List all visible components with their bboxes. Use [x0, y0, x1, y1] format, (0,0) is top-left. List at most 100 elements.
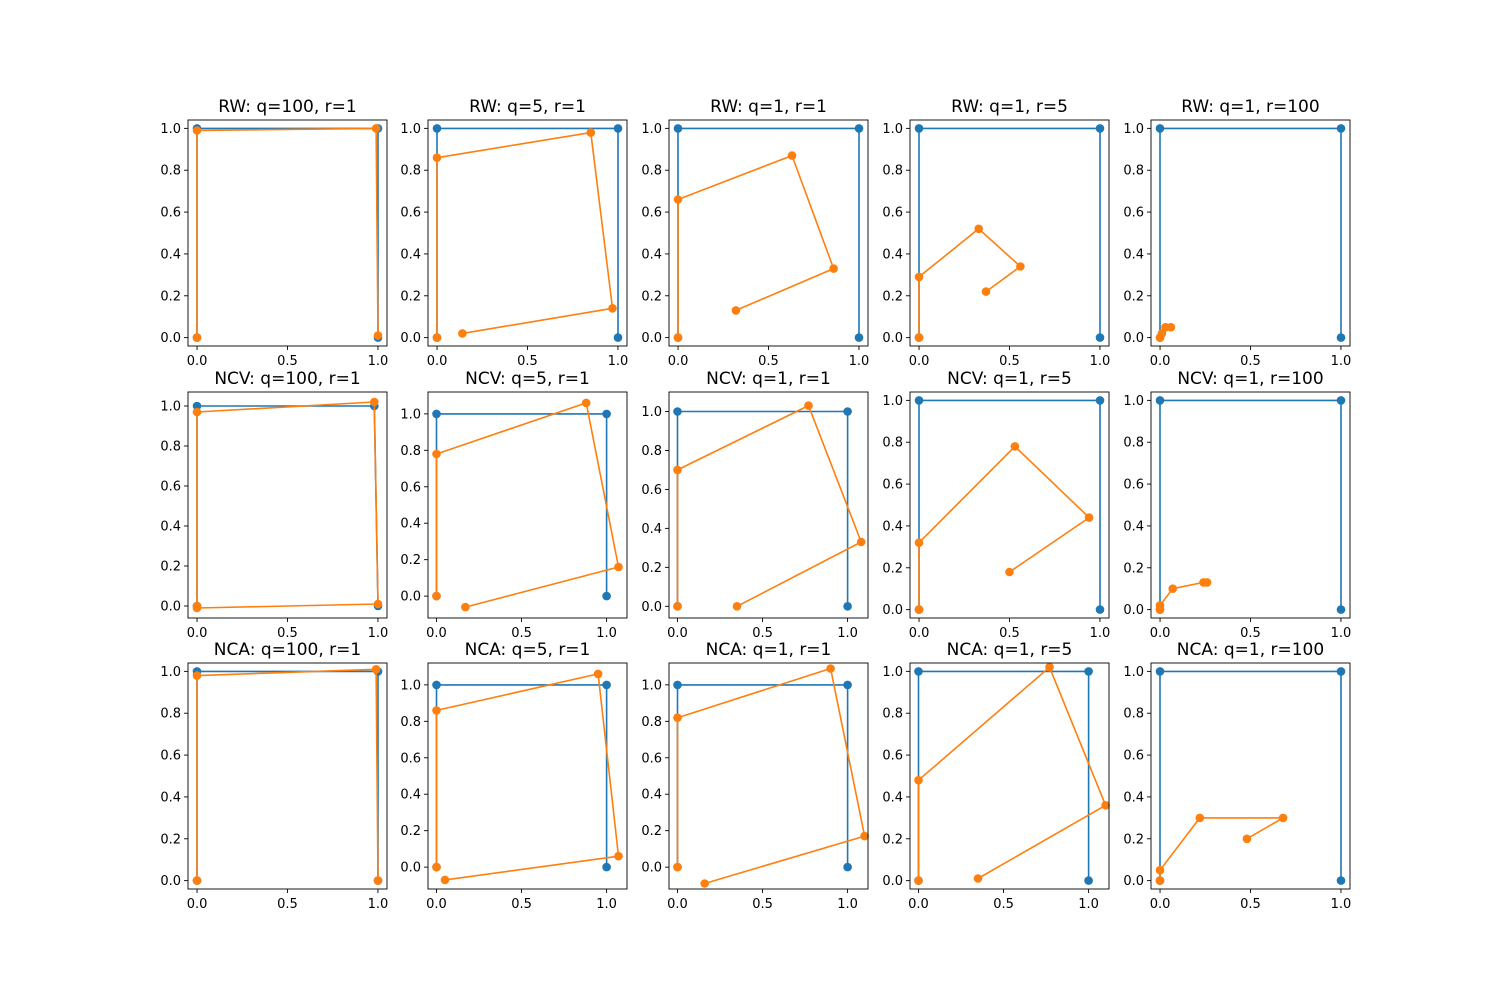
- fitted-point: [192, 876, 202, 885]
- y-tick-label: 0.8: [160, 440, 181, 455]
- subplot-1: RW: q=100, r=1 0.0 0.5 1.0 0.0 0.2 0.4 0.6 0.8 1.…: [160, 97, 388, 369]
- x-tick-label: 1.0: [1090, 354, 1111, 369]
- target-point: [914, 396, 924, 405]
- y-tick-label: 0.6: [641, 206, 662, 221]
- fitted-point: [1005, 567, 1014, 577]
- fitted-point: [581, 398, 591, 408]
- fitted-point: [673, 602, 682, 611]
- y-tick-label: 1.0: [160, 122, 181, 137]
- fitted-point: [432, 333, 442, 342]
- subplot-title: NCV: q=5, r=1: [465, 369, 590, 389]
- x-tick-label: 0.5: [517, 354, 538, 369]
- fitted-point: [1101, 801, 1110, 810]
- y-tick-label: 0.4: [400, 247, 421, 262]
- fitted-point: [1168, 584, 1177, 593]
- subplot-title: RW: q=1, r=5: [951, 97, 1068, 117]
- y-tick-label: 0.8: [882, 164, 903, 179]
- target-point: [843, 680, 852, 690]
- target-series-line: [196, 405, 379, 607]
- axes-frame: [909, 662, 1110, 890]
- y-tick-label: 0.2: [400, 824, 421, 839]
- y-tick-label: 0.0: [160, 600, 181, 615]
- y-tick-label: 0.4: [882, 247, 903, 262]
- y-tick-label: 0.4: [882, 790, 903, 805]
- x-tick-label: 0.0: [427, 354, 448, 369]
- subplot-title: NCA: q=1, r=1: [706, 640, 832, 660]
- fitted-point: [458, 329, 467, 338]
- fitted-point: [1010, 442, 1020, 451]
- y-tick-label: 0.8: [400, 444, 421, 459]
- y-tick-label: 0.4: [1123, 519, 1144, 534]
- y-tick-label: 0.2: [882, 832, 903, 847]
- y-tick-label: 0.0: [160, 331, 181, 346]
- target-point: [613, 124, 623, 133]
- y-tick-label: 0.2: [400, 553, 421, 568]
- fitted-series-line: [918, 228, 1022, 338]
- x-tick-label: 0.5: [993, 897, 1014, 912]
- y-tick-label: 0.8: [641, 444, 662, 459]
- fitted-point: [914, 876, 923, 885]
- target-point: [1095, 333, 1105, 342]
- subplot-2: RW: q=5, r=1 0.0 0.5 1.0 0.0 0.2 0.4 0.6 0.8 1.0: [400, 97, 628, 369]
- x-tick-label: 0.5: [752, 626, 773, 641]
- target-series-line: [435, 413, 608, 597]
- y-tick-label: 0.2: [160, 289, 181, 304]
- y-tick-label: 0.8: [400, 164, 421, 179]
- fitted-point: [192, 407, 202, 417]
- x-tick-label: 0.0: [426, 626, 447, 641]
- target-series-line: [196, 670, 379, 881]
- axes-frame: [1150, 391, 1351, 619]
- subplot-10: NCV: q=1, r=100 0.0 0.5 1.0 0.0 0.2 0.4 0.6 0.8 1…: [1123, 369, 1351, 641]
- y-tick-label: 0.6: [400, 206, 421, 221]
- y-tick-label: 0.6: [1123, 478, 1144, 493]
- y-tick-label: 0.2: [400, 289, 421, 304]
- fitted-point: [700, 879, 709, 888]
- fitted-point: [860, 831, 869, 841]
- fitted-point: [440, 875, 450, 885]
- target-point: [432, 409, 441, 419]
- fitted-point: [1155, 333, 1165, 342]
- y-tick-label: 0.2: [882, 561, 903, 576]
- x-tick-label: 1.0: [1078, 897, 1099, 912]
- y-tick-label: 1.0: [1123, 665, 1144, 680]
- fitted-point: [1199, 578, 1208, 587]
- subplot-4: RW: q=1, r=5 0.0 0.5 1.0 0.0 0.2 0.4 0.6 0.8 1.0: [882, 97, 1110, 369]
- y-tick-label: 0.0: [160, 874, 181, 889]
- y-tick-label: 0.0: [641, 600, 662, 615]
- fitted-point: [973, 874, 983, 883]
- y-tick-label: 0.4: [1123, 790, 1144, 805]
- y-tick-label: 0.4: [641, 522, 662, 537]
- y-tick-label: 0.8: [160, 707, 181, 722]
- target-point: [432, 124, 442, 133]
- subplot-14: NCA: q=1, r=5 0.0 0.5 1.0 0.0 0.2 0.4 0.6 0.8 1.0: [882, 640, 1110, 912]
- x-tick-label: 1.0: [1331, 897, 1352, 912]
- fitted-point: [829, 264, 838, 273]
- fitted-series-line: [196, 401, 379, 609]
- y-tick-label: 0.8: [882, 707, 903, 722]
- subplot-title: RW: q=5, r=1: [469, 97, 586, 117]
- subplot-8: NCV: q=1, r=1 0.0 0.5 1.0 0.0 0.2 0.4 0.6 0.8 1.0: [641, 369, 869, 641]
- x-tick-label: 1.0: [368, 897, 389, 912]
- target-series-line: [918, 127, 1101, 338]
- subplot-title: RW: q=1, r=1: [710, 97, 827, 117]
- fitted-point: [586, 128, 596, 137]
- y-tick-label: 0.4: [160, 790, 181, 805]
- y-tick-label: 0.2: [641, 289, 662, 304]
- x-tick-label: 0.5: [999, 626, 1020, 641]
- subplot-13: NCA: q=1, r=1 0.0 0.5 1.0 0.0 0.2 0.4 0.6 0.8 1.0: [641, 640, 869, 912]
- fitted-point: [731, 306, 741, 315]
- fitted-point: [826, 664, 835, 673]
- y-tick-label: 0.4: [160, 247, 181, 262]
- y-tick-label: 0.0: [641, 331, 662, 346]
- target-series-line: [1159, 670, 1342, 881]
- subplot-title: NCA: q=1, r=100: [1177, 640, 1324, 660]
- y-tick-label: 0.6: [1123, 749, 1144, 764]
- x-tick-label: 0.0: [667, 626, 688, 641]
- y-tick-label: 0.8: [882, 436, 903, 451]
- fitted-point: [373, 876, 383, 885]
- subplot-title: NCV: q=1, r=5: [947, 369, 1072, 389]
- fitted-series-line: [436, 131, 614, 338]
- axes-frame: [427, 662, 628, 890]
- x-tick-label: 0.5: [752, 897, 773, 912]
- y-tick-label: 0.6: [882, 749, 903, 764]
